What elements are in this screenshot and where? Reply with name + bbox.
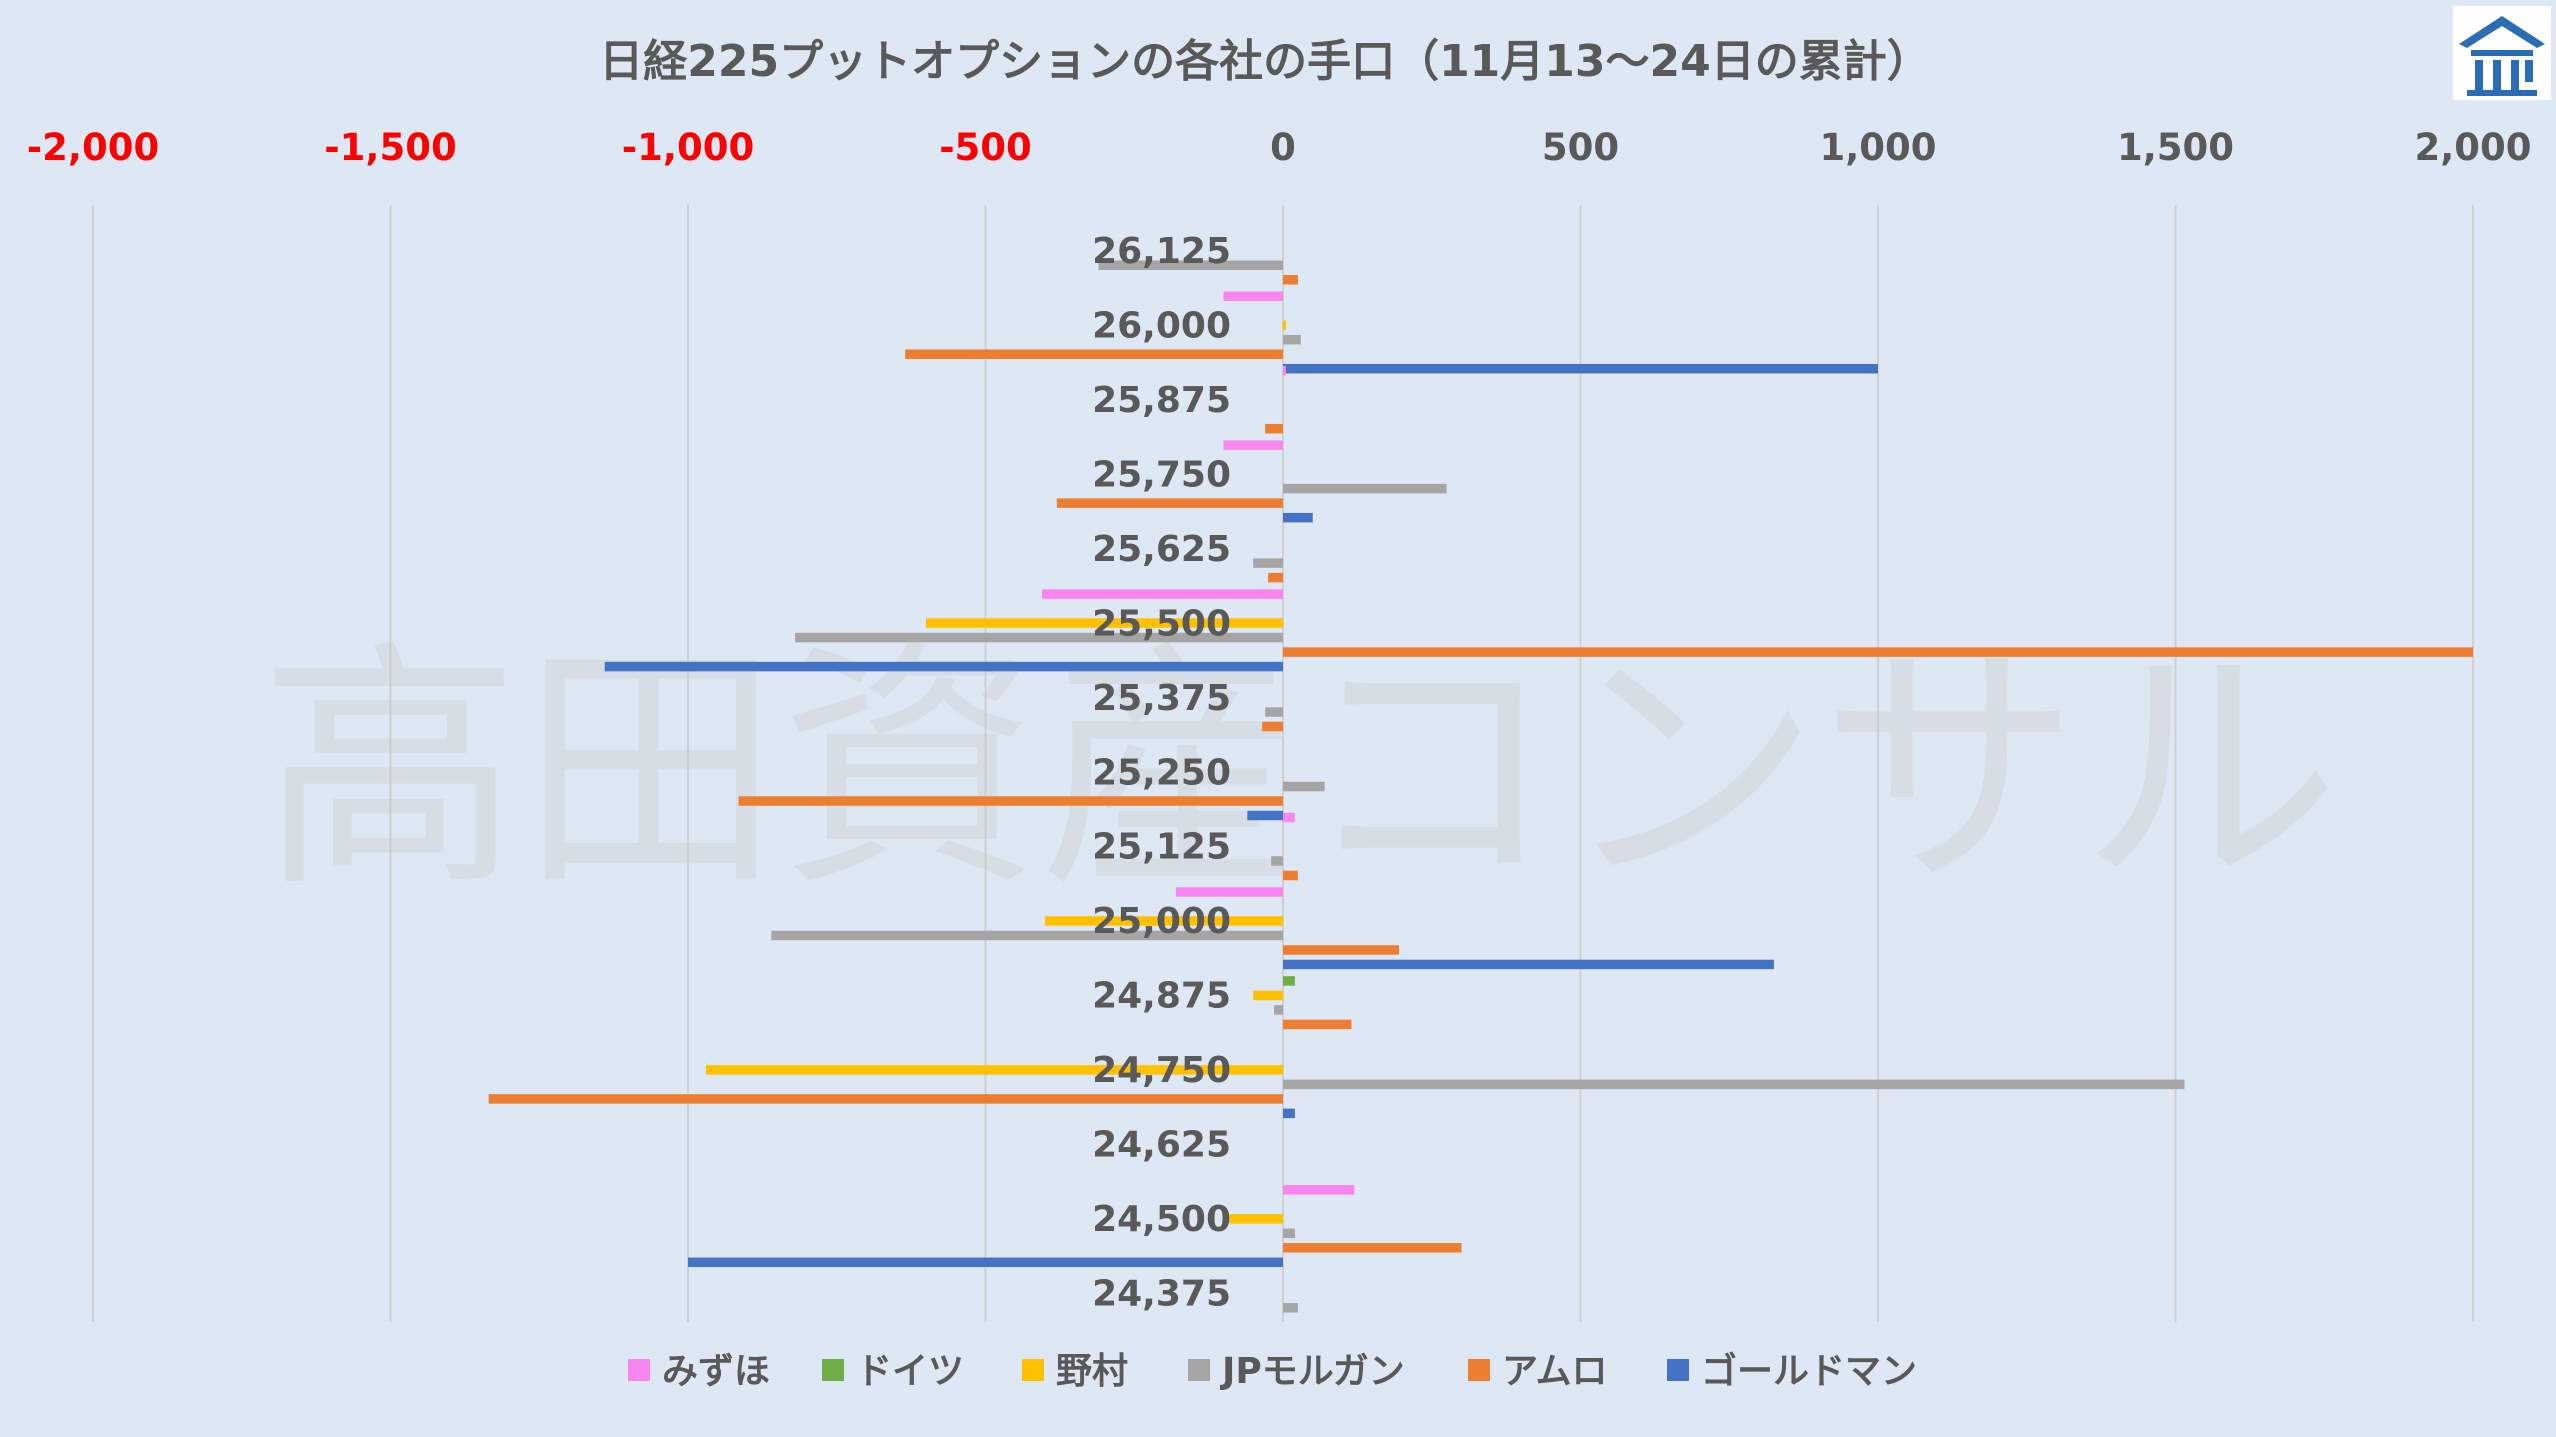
x-tick-label: 0 bbox=[1270, 126, 1296, 169]
x-tick-label: -1,000 bbox=[622, 126, 754, 169]
chart-title: 日経225プットオプションの各社の手口（11月13～24日の累計） bbox=[599, 36, 1931, 87]
bar bbox=[1253, 558, 1283, 568]
category-label: 24,875 bbox=[1092, 976, 1231, 1017]
bar bbox=[1283, 483, 1447, 494]
bar bbox=[488, 1094, 1283, 1104]
legend: みずほ ドイツ 野村 JPモルガン アムロ ゴールドマン bbox=[628, 1350, 1917, 1392]
bar bbox=[1056, 498, 1283, 508]
category-label: 24,375 bbox=[1092, 1274, 1231, 1315]
bar bbox=[1283, 1019, 1352, 1030]
x-axis-ticks: -2,000 -1,500 -1,000 -500 0 500 1,000 1,500 2,00… bbox=[27, 126, 2532, 169]
category-label: 26,125 bbox=[1092, 231, 1231, 272]
bar bbox=[1283, 275, 1298, 285]
bar bbox=[1268, 572, 1283, 583]
legend-swatch bbox=[1188, 1359, 1210, 1381]
category-label: 25,625 bbox=[1092, 529, 1231, 570]
category-label: 25,875 bbox=[1092, 380, 1231, 421]
bar bbox=[688, 1257, 1283, 1268]
category-label: 24,750 bbox=[1092, 1050, 1231, 1091]
bar bbox=[1223, 440, 1283, 450]
x-tick-label: 500 bbox=[1542, 126, 1619, 169]
x-tick-label: -1,500 bbox=[324, 126, 456, 169]
bar bbox=[1253, 990, 1283, 1001]
category-label: 25,000 bbox=[1092, 901, 1231, 942]
bar bbox=[1098, 260, 1283, 270]
legend-swatch bbox=[628, 1359, 650, 1381]
legend-label: ドイツ bbox=[856, 1351, 964, 1392]
category-label: 25,250 bbox=[1092, 752, 1231, 793]
bar bbox=[1283, 870, 1298, 881]
category-label: 25,750 bbox=[1092, 454, 1231, 495]
bar bbox=[1283, 959, 1774, 970]
bar bbox=[771, 930, 1283, 941]
bar bbox=[1229, 1214, 1283, 1224]
bar bbox=[1283, 363, 1878, 374]
bar bbox=[905, 349, 1283, 359]
x-tick-label: 1,500 bbox=[2117, 126, 2234, 169]
legend-swatch bbox=[1022, 1359, 1044, 1381]
bar bbox=[1283, 1303, 1298, 1313]
bar bbox=[1283, 365, 1286, 376]
legend-swatch bbox=[1667, 1359, 1689, 1381]
category-label: 24,500 bbox=[1092, 1199, 1231, 1240]
bar bbox=[1283, 1185, 1355, 1195]
legend-label: みずほ bbox=[662, 1351, 770, 1392]
bar bbox=[926, 618, 1283, 628]
bar bbox=[1045, 916, 1283, 926]
legend-label: アムロ bbox=[1502, 1351, 1607, 1392]
bar bbox=[1283, 320, 1286, 330]
bar bbox=[604, 661, 1283, 672]
bar bbox=[1247, 810, 1283, 821]
watermark: 高田資産コンサル bbox=[260, 620, 2340, 922]
bar bbox=[705, 1065, 1283, 1075]
bar bbox=[1283, 1108, 1295, 1119]
bar bbox=[1283, 1079, 2185, 1090]
bar bbox=[1042, 589, 1283, 599]
category-label: 26,000 bbox=[1092, 305, 1231, 346]
bar bbox=[1265, 423, 1283, 434]
bar bbox=[795, 632, 1283, 643]
legend-swatch bbox=[1468, 1359, 1490, 1381]
bar bbox=[1283, 1243, 1462, 1253]
category-label: 25,125 bbox=[1092, 827, 1231, 868]
legend-swatch bbox=[822, 1359, 844, 1381]
bar bbox=[1283, 512, 1313, 523]
bar bbox=[1283, 334, 1301, 345]
bar bbox=[1283, 781, 1325, 792]
category-label: 25,375 bbox=[1092, 678, 1231, 719]
logo-icon bbox=[2453, 6, 2551, 100]
bar bbox=[1175, 887, 1283, 897]
gridlines bbox=[92, 205, 2474, 1322]
bar bbox=[1223, 291, 1283, 301]
bar bbox=[1283, 976, 1295, 986]
bar bbox=[1283, 1228, 1295, 1239]
bar bbox=[1274, 1005, 1283, 1015]
bar bbox=[1271, 856, 1283, 866]
bar bbox=[1265, 707, 1283, 717]
legend-label: ゴールドマン bbox=[1701, 1350, 1917, 1392]
category-labels: 26,125 26,000 25,875 25,750 25,625 25,500 25,3… bbox=[1092, 231, 1231, 1315]
x-tick-label: -2,000 bbox=[27, 126, 159, 169]
bar bbox=[738, 796, 1283, 806]
bar bbox=[1283, 647, 2473, 657]
bar bbox=[1283, 812, 1295, 823]
bars bbox=[488, 260, 2473, 1313]
legend-label: 野村 bbox=[1056, 1351, 1128, 1392]
x-tick-label: 2,000 bbox=[2414, 126, 2531, 169]
x-tick-label: -500 bbox=[939, 126, 1032, 169]
category-label: 25,500 bbox=[1092, 603, 1231, 644]
legend-label: JPモルガン bbox=[1219, 1351, 1405, 1392]
bar bbox=[1262, 721, 1283, 732]
category-label: 24,625 bbox=[1092, 1125, 1231, 1166]
x-tick-label: 1,000 bbox=[1819, 126, 1936, 169]
bar bbox=[1283, 945, 1400, 955]
